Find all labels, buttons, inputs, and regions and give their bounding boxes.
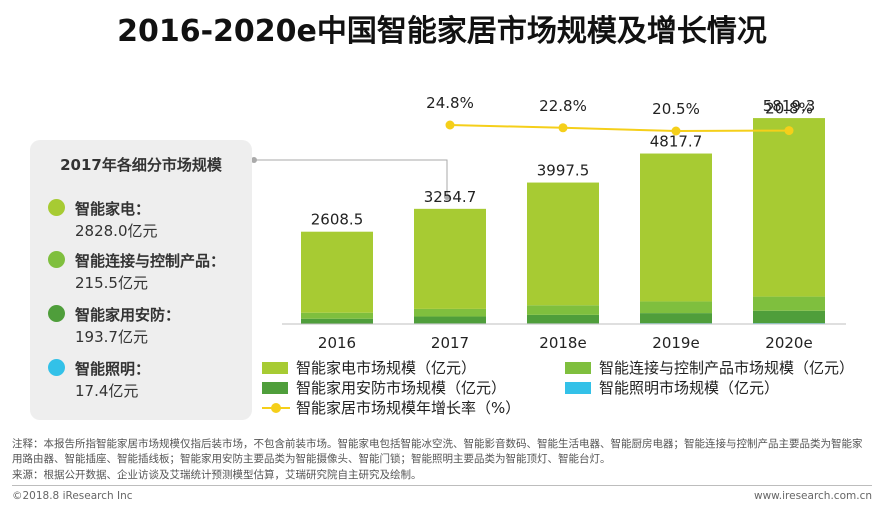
x-tick-label: 2018e bbox=[539, 334, 586, 352]
segment-label: 智能照明： bbox=[75, 360, 151, 378]
chart-title: 2016-2020e中国智能家居市场规模及增长情况 bbox=[117, 14, 767, 49]
segment-label: 智能连接与控制产品： bbox=[75, 252, 226, 270]
segment-value: 215.5亿元 bbox=[75, 274, 148, 292]
legend-label: 智能家居市场规模年增长率（%） bbox=[296, 399, 521, 417]
legend-swatch-icon bbox=[565, 362, 591, 374]
bar-segment bbox=[640, 313, 712, 324]
bar-segment bbox=[414, 308, 486, 317]
bar-segment bbox=[753, 296, 825, 311]
legend-dot-icon bbox=[271, 403, 281, 413]
legend-swatch-icon bbox=[262, 382, 288, 394]
x-tick-label: 2017 bbox=[431, 334, 469, 352]
segment-value: 193.7亿元 bbox=[75, 328, 148, 346]
bar-segment bbox=[527, 305, 599, 315]
bar-segment bbox=[301, 231, 373, 313]
growth-point bbox=[445, 120, 455, 130]
segment-value: 17.4亿元 bbox=[75, 382, 139, 400]
bar-segment bbox=[753, 310, 825, 324]
bar-segment bbox=[527, 182, 599, 306]
footer-divider bbox=[12, 485, 872, 486]
footer-copyright: ©2018.8 iResearch Inc bbox=[12, 490, 133, 502]
bar-segment bbox=[640, 153, 712, 302]
legend-label: 智能家电市场规模（亿元） bbox=[296, 359, 477, 377]
x-tick-label: 2016 bbox=[318, 334, 356, 352]
bar-segment bbox=[753, 118, 825, 297]
panel-title: 2017年各细分市场规模 bbox=[60, 156, 222, 174]
bar-total-label: 4817.7 bbox=[650, 133, 703, 151]
appliance-dot-icon bbox=[48, 199, 65, 216]
bar-total-label: 5819.3 bbox=[763, 97, 816, 115]
connector-dot bbox=[444, 194, 450, 200]
chart-source: 来源：根据公开数据、企业访谈及艾瑞统计预测模型估算，艾瑞研究院自主研究及绘制。 bbox=[12, 469, 422, 481]
bar-segment bbox=[527, 314, 599, 324]
legend-swatch-icon bbox=[565, 382, 591, 394]
segment-label: 智能家电： bbox=[75, 200, 151, 218]
lighting-dot-icon bbox=[48, 359, 65, 376]
bar-segment bbox=[301, 318, 373, 324]
x-tick-label: 2019e bbox=[652, 334, 699, 352]
legend-label: 智能连接与控制产品市场规模（亿元） bbox=[599, 359, 855, 377]
legend-swatch-icon bbox=[262, 362, 288, 374]
growth-label: 20.8% bbox=[765, 100, 813, 118]
bar-total-label: 3997.5 bbox=[537, 162, 590, 180]
legend-label: 智能照明市场规模（亿元） bbox=[599, 379, 780, 397]
segment-panel: 2017年各细分市场规模 智能家电： 2828.0亿元 智能连接与控制产品： 2… bbox=[30, 140, 252, 420]
connector-dot bbox=[251, 157, 257, 163]
connect-dot-icon bbox=[48, 251, 65, 268]
bar-segment bbox=[640, 301, 712, 314]
segment-value: 2828.0亿元 bbox=[75, 222, 158, 240]
bar-segment bbox=[414, 316, 486, 324]
bar-total-label: 2608.5 bbox=[311, 211, 364, 229]
bar-total-label: 3254.7 bbox=[424, 188, 477, 206]
growth-label: 24.8% bbox=[426, 94, 474, 112]
growth-label: 22.8% bbox=[539, 97, 587, 115]
bar-segment bbox=[301, 312, 373, 319]
growth-point bbox=[558, 123, 568, 133]
segment-label: 智能家用安防： bbox=[75, 306, 181, 324]
x-tick-label: 2020e bbox=[765, 334, 812, 352]
legend-label: 智能家用安防市场规模（亿元） bbox=[296, 379, 507, 397]
growth-point bbox=[784, 126, 794, 136]
growth-label: 20.5% bbox=[652, 100, 700, 118]
growth-point bbox=[671, 126, 681, 136]
bar-segment bbox=[414, 208, 486, 309]
security-dot-icon bbox=[48, 305, 65, 322]
chart-note: 注释：本报告所指智能家居市场规模仅指后装市场，不包含前装市场。智能家电包括智能冰… bbox=[12, 438, 863, 465]
growth-line bbox=[449, 124, 790, 133]
footer-website: www.iresearch.com.cn bbox=[753, 490, 872, 502]
connector-line bbox=[254, 159, 448, 197]
